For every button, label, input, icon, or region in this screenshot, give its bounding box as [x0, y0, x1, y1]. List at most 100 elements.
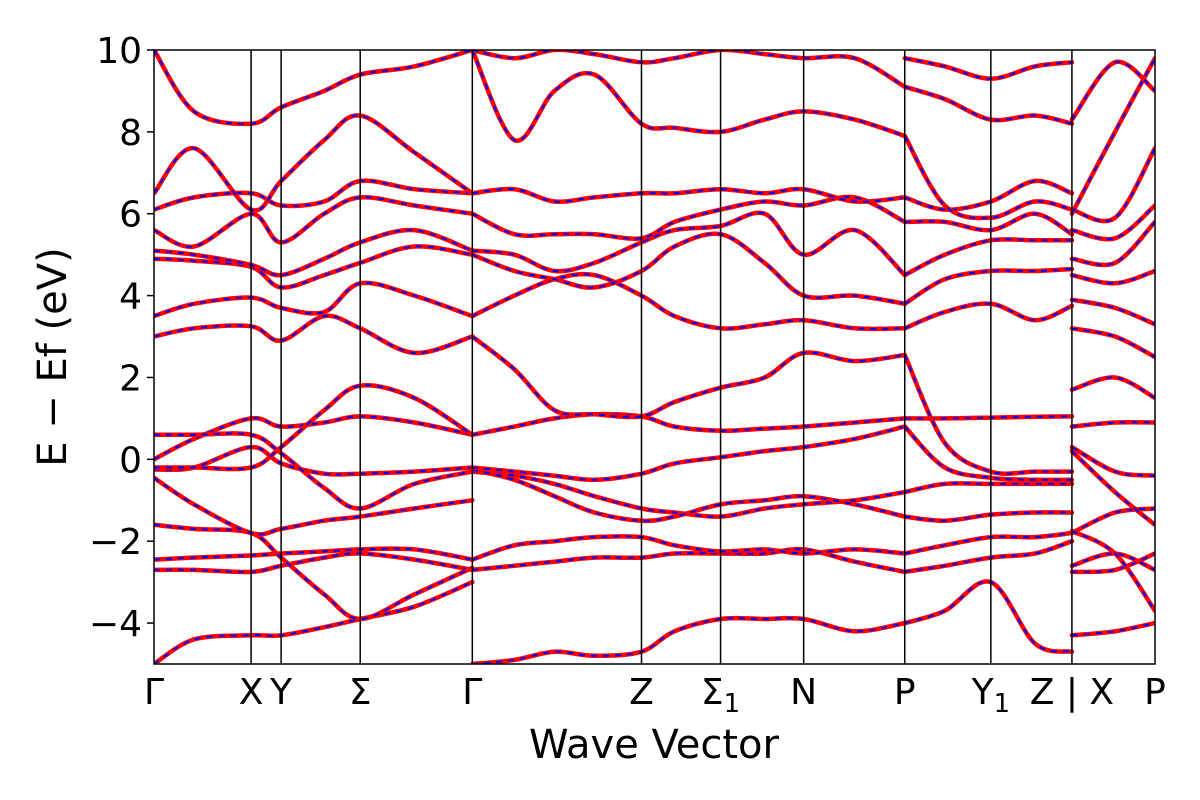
y-tick-label: −4: [89, 604, 142, 645]
band-line-overlay: [1071, 446, 1155, 477]
band-line: [1069, 268, 1155, 286]
band-line-overlay: [154, 415, 473, 461]
band-line: [154, 244, 475, 290]
x-axis-title: Wave Vector: [529, 722, 780, 768]
band-line: [154, 280, 475, 319]
band-line: [1069, 297, 1155, 327]
band-line-overlay: [154, 114, 473, 212]
band-line: [470, 271, 908, 332]
band-line: [902, 301, 1075, 331]
x-tick-label: Γ: [462, 672, 482, 713]
band-line: [1069, 145, 1155, 224]
band-line-overlay: [154, 523, 473, 621]
band-line: [470, 411, 908, 438]
x-tick-label: X: [239, 672, 264, 713]
band-line-overlay: [472, 50, 906, 88]
band-line-overlay: [471, 232, 905, 305]
band-line-overlay: [154, 245, 473, 289]
band-line: [154, 579, 475, 664]
band-line-overlay: [1071, 270, 1155, 285]
band-line: [1069, 326, 1155, 360]
plot-frame: [153, 49, 1156, 665]
band-line-overlay: [1071, 298, 1155, 326]
band-line: [902, 55, 1075, 81]
band-line-overlay: [472, 470, 905, 518]
x-axis: Γ X Y Σ Γ Z Σ1 N P Y1 Z | X P: [144, 672, 1166, 719]
band-line: [470, 210, 908, 278]
band-line-overlay: [1071, 327, 1155, 358]
x-tick-label: Γ: [144, 672, 164, 713]
band-line: [154, 50, 475, 127]
band-line-overlay: [154, 50, 473, 125]
band-line-overlay: [903, 354, 1072, 475]
band-line-overlay: [154, 432, 473, 510]
band-line: [154, 383, 475, 472]
x-tick-label: P: [894, 672, 916, 713]
band-line-overlay: [472, 617, 905, 664]
y-tick-label: 10: [96, 31, 142, 72]
band-line: [470, 424, 908, 483]
band-line-overlay: [154, 314, 473, 354]
band-line-overlay: [472, 425, 906, 481]
band-line-overlay: [1071, 421, 1155, 428]
band-line: [154, 227, 475, 278]
band-line-overlay: [472, 211, 906, 276]
band-line-overlay: [154, 384, 473, 470]
x-tick-label: Z | X: [1030, 672, 1114, 713]
band-line: [902, 266, 1075, 307]
band-line-overlay: [154, 581, 473, 664]
band-line-overlay: [1071, 204, 1155, 241]
y-tick-label: 0: [119, 440, 142, 481]
x-tick-label: Z: [629, 672, 654, 713]
y-tick-label: −2: [89, 522, 142, 563]
y-tick-label: 8: [119, 113, 142, 154]
x-tick-label: N: [790, 672, 817, 713]
band-line-overlay: [471, 195, 906, 240]
band-line-overlay: [471, 335, 905, 419]
band-line: [1069, 219, 1155, 268]
band-line-overlay: [472, 468, 906, 522]
kpoint-lines: [250, 50, 1073, 664]
band-line-overlay: [1071, 530, 1155, 612]
x-tick-label: Σ: [349, 672, 372, 713]
band-line: [1069, 506, 1155, 536]
band-line-overlay: [472, 413, 905, 436]
band-line: [470, 334, 908, 420]
band-line: [1069, 59, 1155, 122]
y-tick-label: 6: [119, 195, 142, 236]
band-line: [470, 615, 908, 664]
band-line: [470, 50, 908, 143]
band-line-overlay: [472, 187, 905, 203]
y-tick-label: 4: [119, 277, 142, 318]
band-line-overlay: [154, 547, 473, 561]
band-line-overlay: [154, 281, 473, 318]
band-line-overlay: [1071, 552, 1155, 573]
band-line-overlay: [1071, 622, 1155, 637]
band-line: [470, 467, 908, 524]
band-line-overlay: [904, 580, 1073, 653]
band-line-overlay: [154, 179, 473, 211]
x-tick-label: Σ1: [701, 672, 740, 719]
band-lines: [154, 50, 1155, 664]
band-line: [470, 469, 908, 519]
band-line-overlay: [471, 273, 905, 330]
band-line-overlay: [472, 548, 905, 573]
band-line-overlay: [904, 85, 1073, 125]
band-line-overlay: [1071, 57, 1155, 215]
band-line-overlay: [154, 196, 473, 248]
x-tick-label: Y: [269, 672, 293, 713]
band-line-overlay: [1071, 147, 1155, 223]
band-line-overlay: [154, 229, 473, 277]
band-line: [154, 414, 475, 462]
x-tick-label: P: [1144, 672, 1166, 713]
y-axis: −4 −2 0 2 4 6 8 10: [89, 31, 154, 645]
band-line-overlay: [1071, 221, 1155, 266]
x-tick-label: Y1: [971, 672, 1011, 719]
band-line-overlay: [471, 535, 905, 561]
band-line-overlay: [904, 302, 1073, 330]
band-line-overlay: [471, 50, 906, 142]
band-line-overlay: [1071, 60, 1155, 121]
band-line: [470, 231, 908, 307]
band-line-overlay: [154, 476, 473, 536]
